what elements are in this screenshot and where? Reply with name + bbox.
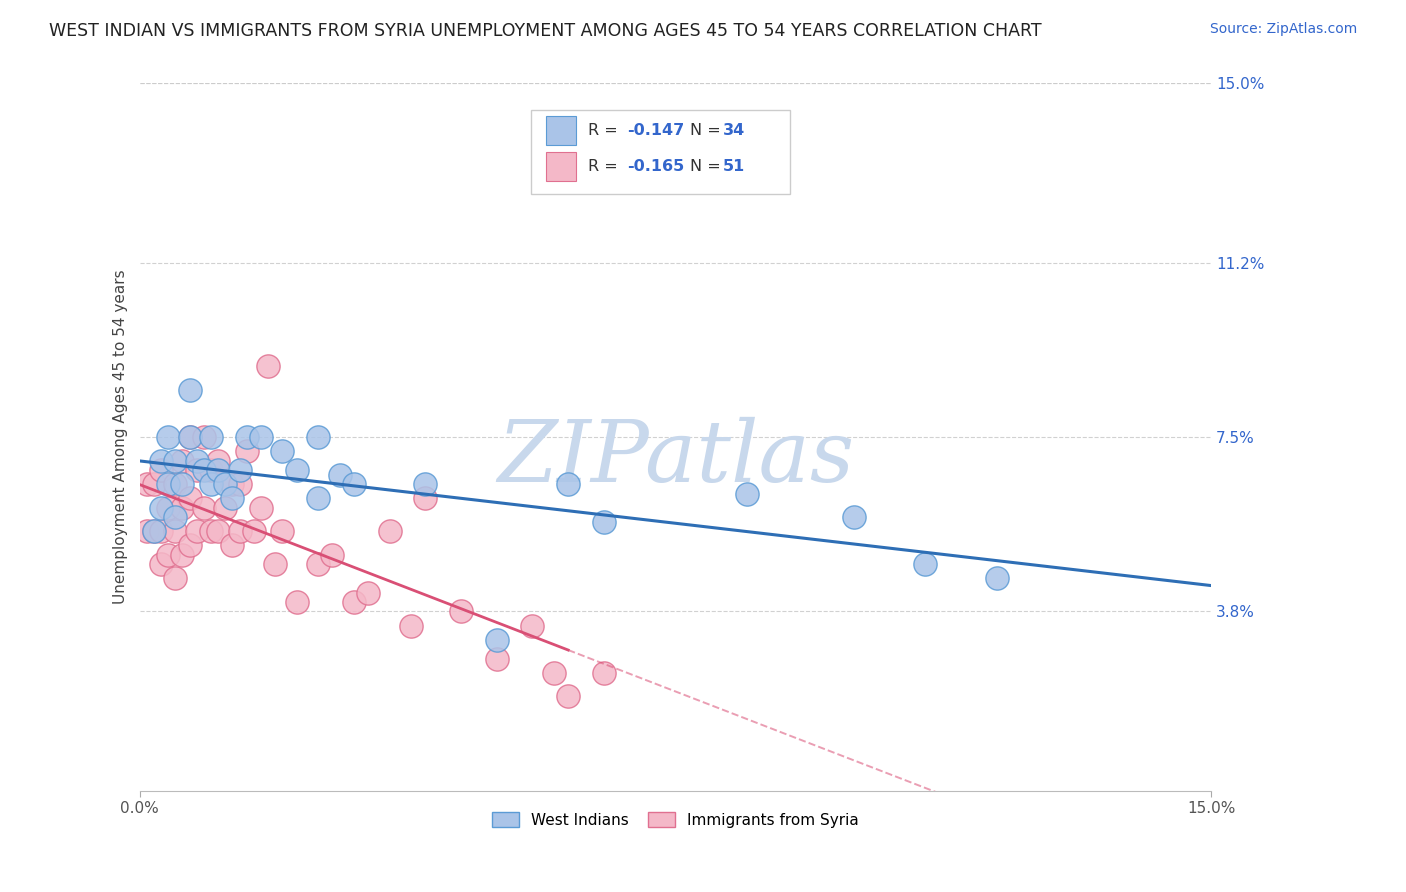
Point [271, 524, 294, 539]
Point [165, 571, 187, 585]
Point [157, 500, 180, 515]
Point [264, 558, 287, 572]
Point [257, 359, 280, 374]
Point [179, 430, 201, 444]
Point [186, 453, 208, 467]
Text: N =: N = [690, 123, 727, 138]
Point [485, 651, 508, 665]
Text: Source: ZipAtlas.com: Source: ZipAtlas.com [1209, 22, 1357, 37]
Point [235, 444, 257, 458]
Point [157, 477, 180, 491]
Point [179, 538, 201, 552]
Point [193, 500, 215, 515]
Point [149, 500, 172, 515]
Legend: West Indians, Immigrants from Syria: West Indians, Immigrants from Syria [485, 805, 865, 834]
Text: WEST INDIAN VS IMMIGRANTS FROM SYRIA UNEMPLOYMENT AMONG AGES 45 TO 54 YEARS CORR: WEST INDIAN VS IMMIGRANTS FROM SYRIA UNE… [49, 22, 1042, 40]
Point [149, 463, 172, 477]
Text: ZIPatlas: ZIPatlas [496, 417, 853, 500]
Point [135, 477, 157, 491]
Point [735, 486, 758, 500]
Point [343, 595, 366, 609]
Point [186, 524, 208, 539]
Point [142, 524, 165, 539]
Text: R =: R = [588, 123, 623, 138]
Point [557, 477, 579, 491]
Point [343, 477, 366, 491]
Point [378, 524, 401, 539]
Text: 34: 34 [723, 123, 745, 138]
Point [221, 538, 243, 552]
Point [321, 548, 343, 562]
Point [172, 477, 194, 491]
Point [228, 463, 250, 477]
Point [200, 524, 222, 539]
Point [165, 510, 187, 524]
Point [557, 690, 579, 704]
Point [200, 477, 222, 491]
Point [207, 453, 229, 467]
Point [914, 558, 936, 572]
Point [207, 463, 229, 477]
Point [149, 558, 172, 572]
Point [172, 548, 194, 562]
Point [485, 632, 508, 647]
Point [172, 453, 194, 467]
Text: -0.147: -0.147 [627, 123, 685, 138]
Point [415, 491, 437, 506]
Point [450, 604, 472, 618]
Point [228, 477, 250, 491]
Point [842, 510, 865, 524]
Point [200, 463, 222, 477]
Point [543, 665, 565, 680]
Text: 51: 51 [723, 159, 745, 174]
Point [228, 524, 250, 539]
Point [149, 453, 172, 467]
Point [142, 477, 165, 491]
Point [142, 524, 165, 539]
Text: -0.165: -0.165 [627, 159, 685, 174]
Point [986, 571, 1008, 585]
Point [250, 500, 273, 515]
Text: R =: R = [588, 159, 623, 174]
Point [179, 430, 201, 444]
Point [235, 430, 257, 444]
Point [172, 500, 194, 515]
Point [522, 618, 544, 632]
Point [307, 491, 329, 506]
Point [415, 477, 437, 491]
Text: N =: N = [690, 159, 727, 174]
Point [221, 491, 243, 506]
Point [593, 515, 616, 529]
Point [285, 595, 308, 609]
Point [214, 477, 236, 491]
Point [135, 524, 157, 539]
Point [200, 430, 222, 444]
Point [207, 524, 229, 539]
Point [157, 430, 180, 444]
Point [165, 453, 187, 467]
Point [243, 524, 266, 539]
Y-axis label: Unemployment Among Ages 45 to 54 years: Unemployment Among Ages 45 to 54 years [114, 269, 128, 604]
Point [250, 430, 273, 444]
Point [221, 477, 243, 491]
Point [149, 524, 172, 539]
Point [271, 444, 294, 458]
Point [357, 585, 380, 599]
Point [193, 463, 215, 477]
Point [179, 383, 201, 397]
Point [399, 618, 422, 632]
Point [165, 524, 187, 539]
Point [179, 491, 201, 506]
Point [214, 500, 236, 515]
Point [593, 665, 616, 680]
Point [157, 548, 180, 562]
Point [285, 463, 308, 477]
Point [165, 477, 187, 491]
Point [193, 430, 215, 444]
Point [307, 558, 329, 572]
Point [329, 467, 352, 482]
Point [186, 463, 208, 477]
Point [307, 430, 329, 444]
